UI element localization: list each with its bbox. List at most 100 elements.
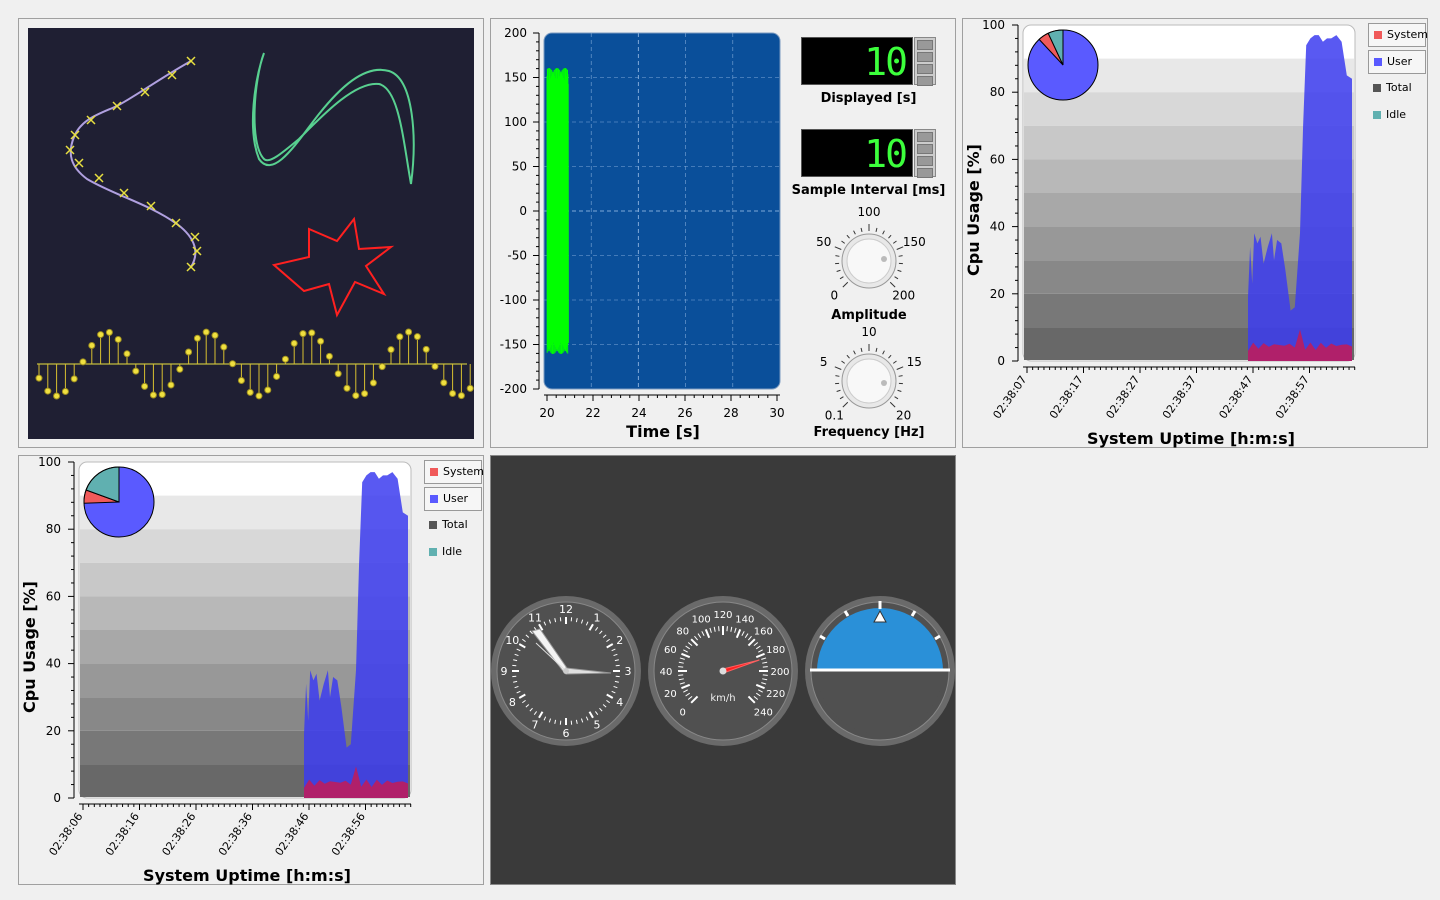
- attitude-indicator: [805, 596, 955, 746]
- speedometer-number: 100: [692, 614, 711, 625]
- cpu-plot-panel-2: 100 80 60 40 20 0 Cpu Usage [%] 02:38:06 02:38:1…: [18, 455, 484, 885]
- cpu-x-tick-label: 02:38:07: [990, 373, 1029, 421]
- oscilloscope-panel: 200 150 100 50 0 -50 -100 -150 -200 20 22 24 26 28 30…: [490, 18, 956, 448]
- knob-tick-label: 15: [907, 355, 922, 369]
- clock-number: 12: [559, 603, 573, 616]
- clock-number: 6: [563, 727, 570, 740]
- speedometer-number: 20: [664, 689, 677, 700]
- legend-item-user[interactable]: User: [1368, 50, 1426, 74]
- cpu-y-tick-label: 20: [990, 287, 1005, 301]
- cpu-x-tick-label: 02:38:57: [1273, 373, 1312, 421]
- clock-second-hand: [535, 642, 567, 672]
- scope-y-tick-label: 150: [504, 71, 527, 85]
- cpu-y-tick-label: 40: [990, 220, 1005, 234]
- speedometer-unit: km/h: [710, 693, 735, 704]
- attitude-sky: [817, 608, 943, 671]
- scope-y-tick-label: 50: [512, 160, 527, 174]
- legend-item-total[interactable]: Total: [1368, 77, 1426, 101]
- cpu-user-area: [304, 472, 408, 798]
- sample-interval-value: 10: [864, 132, 908, 176]
- clock-number: 3: [625, 665, 632, 678]
- cpu-y-tick-label: 100: [982, 19, 1005, 32]
- cpu-y-tick-label: 80: [46, 522, 61, 536]
- star-shape: [271, 216, 395, 318]
- clock-number: 4: [616, 696, 623, 709]
- speedometer-number: 0: [680, 707, 686, 718]
- scope-x-tick-label: 28: [723, 406, 738, 420]
- legend-item-user[interactable]: User: [424, 487, 482, 511]
- curves-canvas: [28, 28, 474, 439]
- scope-x-axis: 20 22 24 26 28 30: [539, 394, 785, 420]
- cpu-y-tick-label: 60: [990, 152, 1005, 166]
- frequency-knob-labels: 0.1 5 10 15 20: [820, 325, 922, 423]
- knob-tick-label: 50: [816, 235, 831, 249]
- cpu-plot-2-legend: System User Total Idle: [424, 460, 484, 568]
- displayed-lcd: 10: [801, 37, 913, 85]
- clock-number: 10: [505, 634, 519, 647]
- scope-y-tick-label: -50: [507, 249, 527, 263]
- scope-x-tick-label: 24: [631, 406, 646, 420]
- cpu-x-axis-label: System Uptime [h:m:s]: [143, 866, 351, 885]
- displayed-spin[interactable]: [914, 37, 936, 86]
- knob-tick-label: 0: [831, 289, 839, 303]
- clock-number: 7: [532, 719, 539, 732]
- curves-demo-panel: [18, 18, 484, 448]
- cpu-plot-1-legend: System User Total Idle: [1368, 23, 1428, 131]
- stem-plot: [35, 328, 474, 400]
- cpu-system-area: [304, 766, 408, 798]
- legend-item-total[interactable]: Total: [424, 514, 482, 538]
- knob-tick-label: 5: [820, 355, 828, 369]
- legend-item-idle[interactable]: Idle: [1368, 104, 1426, 128]
- scope-grid: [544, 33, 780, 389]
- scope-x-tick-label: 22: [585, 406, 600, 420]
- attitude-ground: [817, 671, 943, 734]
- dials-panel: 12 1 2 3 4 5 6 7 8 9 10 11 0 20 40 60 80 100 120 140 160 180…: [490, 455, 956, 885]
- legend-item-system[interactable]: System: [1368, 23, 1428, 47]
- cpu-x-tick-label: 02:38:26: [159, 810, 198, 858]
- speedometer-number: 40: [660, 667, 673, 678]
- clock-number: 8: [509, 696, 516, 709]
- amplitude-knob-labels: 0 50 100 150 200: [816, 205, 926, 303]
- legend-item-system[interactable]: System: [424, 460, 484, 484]
- speedometer-number: 80: [676, 627, 689, 638]
- knob-tick-label: 10: [861, 325, 876, 339]
- cpu-y-axis-label: Cpu Usage [%]: [964, 144, 983, 276]
- scope-y-tick-label: -200: [500, 382, 527, 396]
- cpu-x-tick-label: 02:38:47: [1216, 373, 1255, 421]
- cpu-y-tick-label: 80: [990, 85, 1005, 99]
- scope-y-axis: 200 150 100 50 0 -50 -100 -150 -200: [500, 26, 540, 396]
- cpu-plot-panel-1: 100 80 60 40 20 0 Cpu Usage [%] 02:38:07 02:38:1…: [962, 18, 1428, 448]
- legend-item-idle[interactable]: Idle: [424, 541, 482, 565]
- sample-interval-spin[interactable]: [914, 129, 936, 178]
- cpu-x-tick-label: 02:38:17: [1047, 373, 1086, 421]
- scope-y-tick-label: 200: [504, 26, 527, 40]
- cpu-x-tick-label: 02:38:46: [272, 810, 311, 858]
- knob-tick-label: 20: [896, 409, 911, 423]
- cpu-y-tick-label: 20: [46, 724, 61, 738]
- speedometer-number: 200: [770, 667, 789, 678]
- lissajous-curve: [251, 52, 415, 185]
- speedometer-number: 220: [766, 689, 785, 700]
- spline-markers: [65, 56, 202, 272]
- cpu-y-tick-label: 0: [997, 354, 1005, 368]
- sample-interval-lcd: 10: [801, 129, 913, 177]
- clock-number: 2: [616, 634, 623, 647]
- cpu-user-area: [1248, 35, 1352, 361]
- cpu-plot-2-canvas: 100 80 60 40 20 0 Cpu Usage [%] 02:38:06 02:38:1…: [20, 456, 412, 885]
- frequency-knob[interactable]: [834, 344, 904, 409]
- curves-background: [28, 28, 474, 439]
- speedometer-number: 120: [713, 610, 732, 621]
- clock-number: 5: [594, 719, 601, 732]
- cpu-x-tick-label: 02:38:36: [216, 810, 255, 858]
- amplitude-knob[interactable]: [834, 224, 904, 289]
- scope-y-tick-label: 100: [504, 115, 527, 129]
- knob-tick-label: 100: [858, 205, 881, 219]
- amplitude-label: Amplitude: [831, 308, 907, 323]
- amplitude-knob-indicator: [881, 256, 887, 262]
- displayed-value: 10: [864, 40, 908, 84]
- speedometer-number: 160: [754, 627, 773, 638]
- cpu-pie-idle: [1047, 29, 1064, 66]
- scope-x-tick-label: 26: [677, 406, 692, 420]
